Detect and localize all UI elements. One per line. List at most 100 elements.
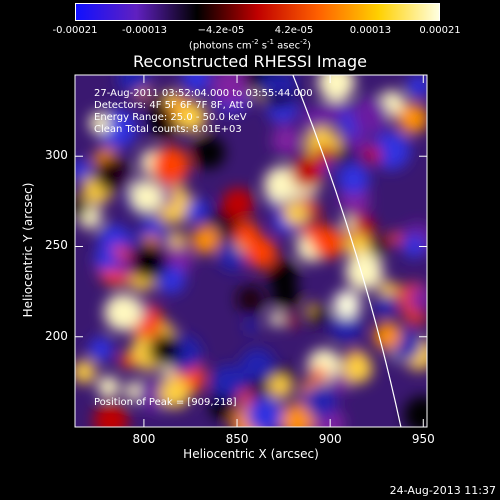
intensity-blob [311,226,345,259]
intensity-blob [267,259,299,291]
y-tick-label: 200 [45,328,68,343]
x-tick-label: 900 [318,432,342,446]
colorbar-tick-label: −4.2e-05 [197,25,245,36]
intensity-blob [144,217,163,236]
intensity-blob [284,314,298,328]
intensity-blob [75,360,96,384]
intensity-blob [181,75,211,93]
intensity-blob [244,320,258,333]
intensity-blob [119,353,135,369]
intensity-blob [211,75,251,106]
peak-blob [332,290,361,319]
intensity-blob [236,285,265,314]
intensity-blob [131,180,163,213]
intensity-blob [345,252,384,291]
intensity-blob [342,353,373,384]
intensity-blob [406,75,427,99]
intensity-blob [93,402,129,427]
peak-annotation: Position of Peak = [909,218] [94,397,237,408]
intensity-blob [159,377,191,409]
intensity-blob [309,305,330,326]
colorbar-units: (photons cm-2 s-1 asec-2) [188,38,312,52]
intensity-blob [371,130,411,170]
intensity-blob [311,366,327,382]
intensity-blob [351,134,366,149]
intensity-blob [336,146,353,163]
intensity-blob [259,75,281,95]
intensity-blob [290,156,324,189]
intensity-blob [169,231,186,248]
intensity-map [75,75,427,427]
x-tick-label: 850 [225,432,249,446]
intensity-blob [192,136,225,169]
intensity-blob [211,364,246,400]
x-tick-label: 950 [411,432,435,446]
intensity-blob [268,374,293,399]
intensity-blob [373,322,401,350]
intensity-blob [234,221,260,247]
intensity-blob [351,96,390,135]
intensity-blob [341,217,355,231]
time-range-annotation: 27-Aug-2011 03:52:04.000 to 03:55:44.000 [94,88,313,99]
intensity-blob [238,390,253,405]
intensity-blob [184,200,207,223]
intensity-blob [274,75,297,96]
intensity-blob [304,384,338,419]
energy-annotation: Energy Range: 25.0 - 50.0 keV [94,112,247,123]
chart-title: Reconstructed RHESSI Image [133,52,367,71]
intensity-blob [378,281,397,300]
intensity-blob [94,156,130,193]
intensity-blob [129,242,168,281]
intensity-blob [387,231,401,245]
intensity-blob [240,348,275,383]
intensity-blob [75,159,92,181]
intensity-blob [397,103,427,134]
x-tick-label: 800 [132,432,156,446]
intensity-blob [271,125,302,156]
colorbar-tick-label: -0.00013 [122,25,167,36]
intensity-blob [402,234,426,258]
intensity-blob [307,213,321,227]
colorbar-tick-label: 0.00021 [419,25,461,36]
colorbar-tick-label: 0.00013 [349,25,392,36]
intensity-blob [210,395,235,420]
intensity-blob [89,112,111,134]
intensity-blob [246,396,284,427]
intensity-blob [151,146,190,185]
intensity-blob [104,293,142,332]
axis-ticks [75,75,427,427]
intensity-blob [216,218,231,233]
intensity-blob [222,187,254,220]
intensity-blob [163,90,180,107]
intensity-blob [94,247,119,272]
intensity-blob [314,144,335,165]
detectors-annotation: Detectors: 4F 5F 6F 7F 8F, Att 0 [94,100,254,111]
intensity-blob [374,294,397,317]
intensity-blob [330,309,362,341]
intensity-blob [191,226,220,255]
x-axis-label: Heliocentric X (arcsec) [183,447,319,461]
intensity-blob [283,201,308,226]
intensity-blob [148,106,179,138]
plot-frame [74,74,428,428]
y-tick-label: 250 [45,238,68,253]
intensity-blob [75,196,89,219]
intensity-blob [97,375,120,398]
clean-annotation: Clean Total counts: 8.01E+03 [94,124,242,135]
intensity-blob [317,75,355,101]
intensity-blob [251,378,269,397]
intensity-blob [148,333,182,367]
intensity-blob [337,162,370,196]
intensity-blob [407,286,427,312]
intensity-blob [269,311,284,327]
y-tick-label: 300 [45,148,68,163]
intensity-blob [175,101,207,133]
intensity-blob [404,396,427,427]
solar-limb-line [292,75,402,427]
colorbar-tick-label: -0.00021 [52,25,98,36]
intensity-blob [346,233,371,258]
colorbar-tick-label: 4.2e-05 [274,25,314,36]
colorbar [75,3,440,21]
intensity-blob [152,97,167,112]
